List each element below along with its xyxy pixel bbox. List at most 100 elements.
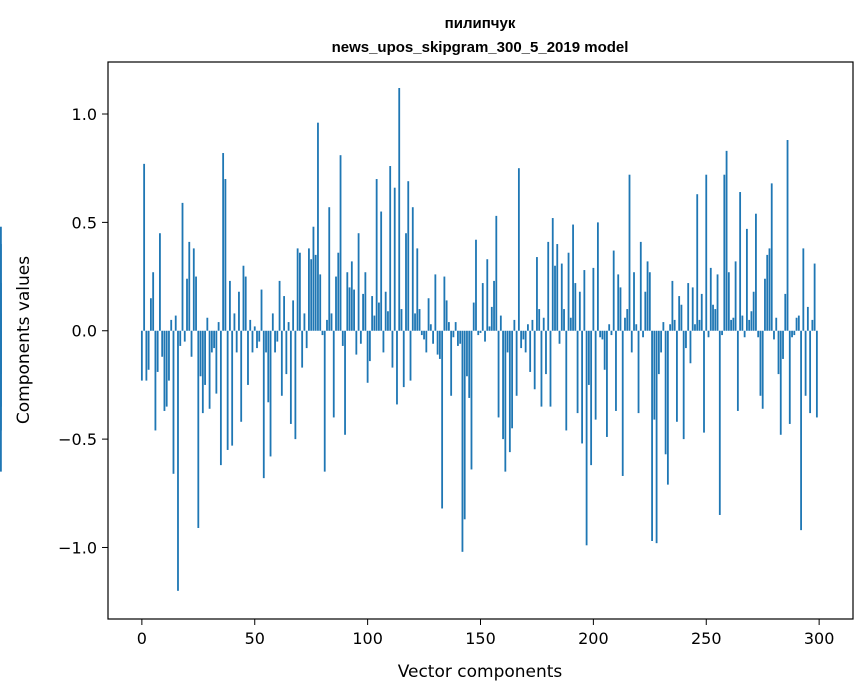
bar-201	[594, 330, 597, 420]
bar-241	[685, 330, 687, 349]
bar-223	[644, 291, 647, 331]
bar-45	[242, 265, 245, 331]
bar-266	[741, 315, 744, 331]
bar-81	[323, 330, 326, 472]
bar-82	[326, 319, 328, 331]
x-tick-label: 0	[137, 629, 147, 648]
bar-273	[757, 330, 760, 338]
bar-7	[156, 330, 159, 372]
bar-294	[804, 330, 807, 396]
bar-26	[199, 330, 202, 377]
bar-297	[811, 319, 814, 331]
bar-131	[436, 330, 439, 355]
bar-161	[504, 330, 507, 472]
bar-8	[159, 233, 161, 331]
bar-104	[375, 179, 378, 331]
bar-272	[755, 213, 757, 331]
bar-243	[689, 330, 692, 364]
bar-135	[445, 300, 448, 331]
bar-282	[777, 330, 780, 375]
bar-89	[341, 330, 344, 346]
bar-193	[576, 330, 579, 414]
bar-134	[443, 276, 446, 331]
bar-10	[163, 330, 166, 411]
bar-106	[380, 211, 383, 331]
bar-245	[694, 324, 696, 331]
bar-236	[673, 319, 676, 331]
bar-269	[748, 319, 751, 331]
bar-119	[409, 330, 412, 381]
bar-114	[398, 88, 401, 331]
bar-128	[429, 324, 432, 331]
bar-100	[366, 330, 369, 383]
bar-250	[705, 174, 708, 331]
bar-51	[256, 330, 258, 349]
bar-54	[262, 330, 265, 479]
bar-165	[513, 319, 516, 331]
bar-4	[149, 298, 152, 331]
bar-209	[612, 250, 615, 331]
bar-275	[761, 330, 764, 409]
bar-202	[596, 222, 599, 331]
bar-140	[457, 330, 459, 346]
bar-43	[238, 291, 240, 331]
x-axis-ticks: 0 50 100 150 200 250 300	[137, 619, 835, 648]
bar-133	[441, 330, 444, 509]
bar-175	[536, 257, 538, 331]
x-tick-label: 300	[804, 629, 835, 648]
bar-261	[730, 319, 732, 331]
bar-142	[461, 330, 464, 552]
bar-171	[527, 324, 529, 331]
bar-150	[479, 330, 482, 333]
bar-291	[797, 315, 800, 331]
bar-260	[727, 272, 730, 331]
bar-44	[240, 330, 243, 422]
bar-15	[174, 315, 177, 331]
bar-124	[420, 330, 423, 336]
bar-268	[745, 228, 748, 331]
bar-225	[648, 272, 651, 331]
x-tick-label: 200	[578, 629, 609, 648]
bar-154	[488, 326, 491, 331]
bar-281	[775, 317, 778, 331]
bar-95	[355, 330, 358, 355]
bar-185	[558, 330, 561, 344]
bar-253	[712, 304, 714, 331]
y-tick-label: −1.0	[58, 538, 97, 557]
x-tick-label: 150	[465, 629, 496, 648]
bar-79	[319, 274, 322, 331]
bar-77	[314, 254, 317, 331]
bar-177	[540, 330, 543, 407]
bar-116	[402, 330, 405, 388]
bar-169	[522, 330, 525, 340]
x-tick-label: 50	[245, 629, 265, 648]
bar-170	[524, 330, 527, 353]
bar-88	[339, 155, 342, 331]
bar-213	[621, 330, 624, 476]
bar-68	[294, 330, 297, 440]
bar-undefined	[0, 330, 2, 407]
bar-198	[587, 330, 590, 385]
x-tick-label: 100	[352, 629, 383, 648]
bar-69	[296, 248, 299, 331]
bar-251	[707, 330, 710, 338]
bar-113	[396, 330, 398, 405]
bar-208	[610, 330, 613, 336]
bar-162	[506, 330, 509, 353]
bar-240	[682, 330, 685, 440]
bar-66	[289, 330, 292, 424]
bar-53	[260, 289, 263, 331]
bar-221	[639, 241, 642, 331]
bar-107	[382, 330, 385, 353]
bar-60	[276, 330, 279, 342]
bar-84	[330, 313, 333, 331]
bar-231	[662, 322, 665, 331]
bar-50	[253, 326, 256, 331]
bar-187	[563, 309, 565, 331]
bar-211	[617, 274, 620, 331]
bar-258	[723, 174, 726, 331]
bar-55	[265, 330, 267, 353]
bar-290	[795, 317, 798, 331]
bar-276	[764, 278, 766, 331]
